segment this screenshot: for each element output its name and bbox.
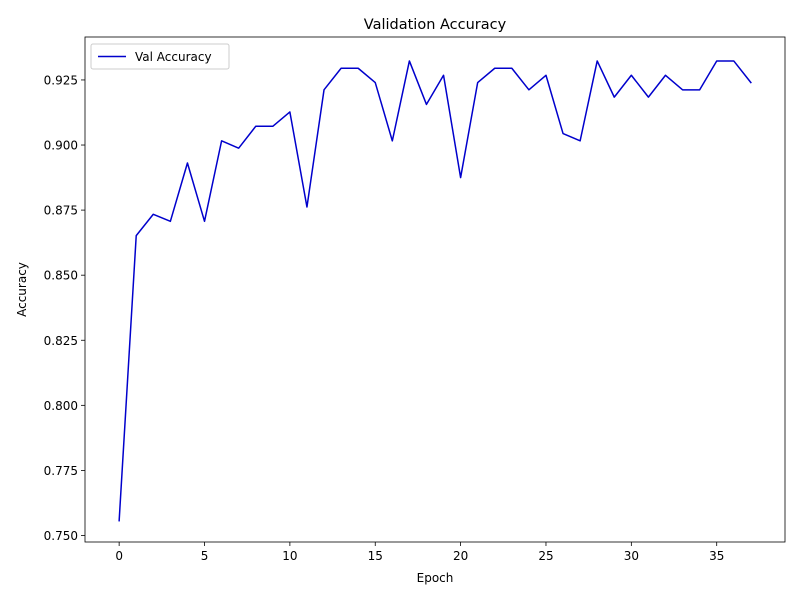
y-tick-label: 0.825 (44, 334, 78, 348)
x-axis-title: Epoch (417, 571, 454, 585)
x-tick-label: 20 (453, 549, 468, 563)
y-tick-label: 0.900 (44, 139, 78, 153)
y-axis: 0.750 0.775 0.800 0.825 0.850 0.875 0.900 0.925 (44, 73, 85, 543)
y-tick-label: 0.775 (44, 464, 78, 478)
x-tick-label: 35 (709, 549, 724, 563)
x-tick-label: 30 (624, 549, 639, 563)
y-tick-label: 0.925 (44, 73, 78, 87)
legend-box (90, 43, 230, 70)
x-tick-label: 5 (201, 549, 209, 563)
chart-title: Validation Accuracy (364, 17, 507, 33)
y-tick-label: 0.800 (44, 399, 78, 413)
plot-frame (84, 36, 786, 543)
series-line-val-accuracy (118, 60, 752, 522)
x-tick-label: 15 (368, 549, 383, 563)
x-tick-label: 25 (538, 549, 553, 563)
legend-label-val-accuracy: Val Accuracy (135, 50, 212, 64)
y-tick-label: 0.850 (44, 269, 78, 283)
y-axis-title: Accuracy (15, 262, 29, 317)
x-tick-label: 10 (282, 549, 297, 563)
x-tick-label: 0 (115, 549, 123, 563)
y-tick-label: 0.750 (44, 529, 78, 543)
series-layer (118, 60, 752, 522)
x-axis: 0 5 10 15 20 25 30 35 (115, 542, 724, 563)
y-tick-label: 0.875 (44, 204, 78, 218)
legend: Val Accuracy (90, 43, 230, 70)
